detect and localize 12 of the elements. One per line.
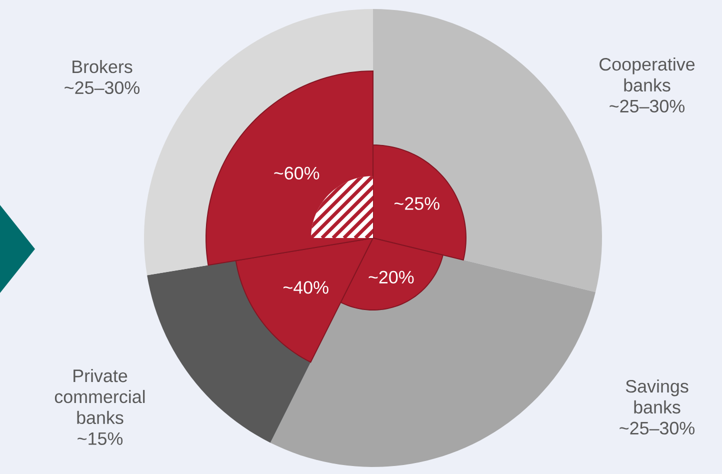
text: ~25–30% [620, 422, 695, 434]
text: ~20% [368, 270, 414, 284]
slice-label: Savings banks [626, 379, 688, 414]
text: ~15% [78, 432, 123, 445]
slice-label: Brokers [72, 60, 132, 74]
text: ~60% [274, 166, 320, 180]
text: ~25–30% [64, 81, 140, 94]
text: ~40% [283, 281, 328, 294]
slice-label: Private commercial banks [54, 369, 145, 424]
text: ~25% [394, 197, 440, 210]
slice-label: Cooperative banks [600, 57, 695, 92]
text: ~25–30% [610, 100, 685, 112]
